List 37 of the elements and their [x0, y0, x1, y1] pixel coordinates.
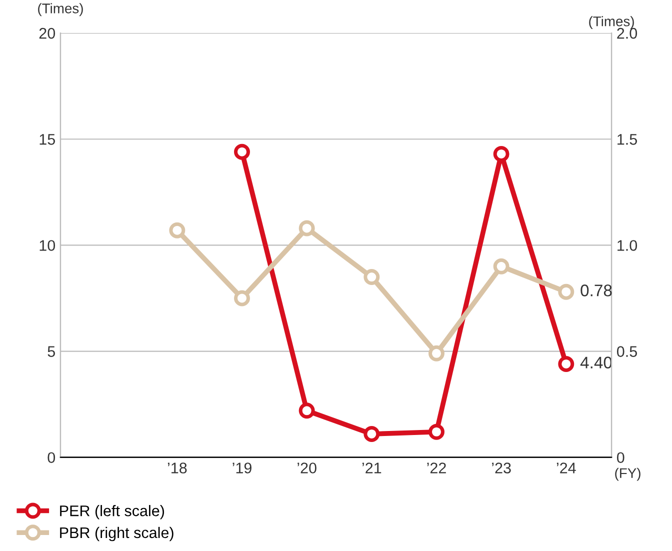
legend-label: PER (left scale)	[60, 505, 164, 520]
x-tick-label: ’18	[168, 462, 187, 474]
x-tick-label: ’20	[298, 462, 316, 474]
x-tick-label: ’24	[556, 462, 576, 474]
point	[169, 222, 186, 238]
y2-tick-label: 2.0	[617, 28, 638, 39]
point	[298, 402, 315, 419]
point	[298, 220, 315, 236]
point	[493, 258, 510, 274]
y2-tick-label: 0.5	[616, 346, 637, 357]
point	[364, 269, 380, 285]
x-tick-label: ’22	[427, 462, 446, 474]
y-tick-label: 10	[40, 240, 56, 251]
data-label: 4.40	[580, 356, 612, 368]
x-tick-label: ’19	[232, 462, 252, 474]
y-tick-label: 15	[40, 134, 55, 145]
data-label: 0.78	[580, 284, 612, 296]
point	[428, 345, 444, 362]
point	[234, 144, 250, 160]
y2-tick-label: 1.5	[618, 134, 637, 145]
point	[493, 146, 510, 162]
text: (FY)	[615, 468, 640, 481]
x-tick-label: ’23	[492, 462, 511, 474]
point	[558, 356, 574, 372]
point	[234, 290, 250, 306]
y2-tick-label: 1.0	[618, 240, 638, 251]
point	[558, 284, 574, 300]
y2-axis-title: (Times)	[589, 16, 634, 30]
y-tick-label: 0	[48, 452, 56, 464]
y-axis-title: (Times)	[38, 3, 83, 16]
legend-label: PBR (right scale)	[60, 526, 174, 542]
y-tick-label: 20	[39, 28, 56, 39]
point	[428, 424, 444, 440]
point	[364, 426, 380, 442]
y-tick-label: 5	[48, 346, 55, 357]
x-tick-label: ’21	[362, 462, 382, 474]
y2-tick-label: 0	[616, 452, 624, 464]
